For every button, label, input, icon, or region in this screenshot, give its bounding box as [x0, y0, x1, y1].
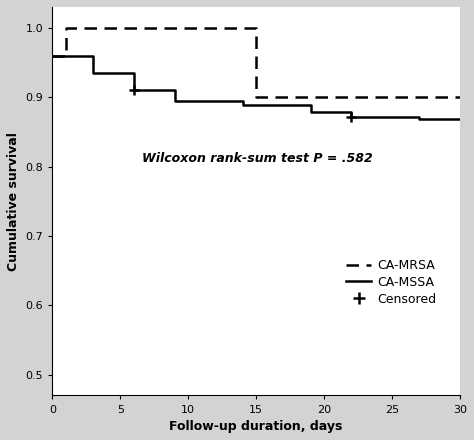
X-axis label: Follow-up duration, days: Follow-up duration, days [170, 420, 343, 433]
Text: Wilcoxon rank-sum test P = .582: Wilcoxon rank-sum test P = .582 [142, 152, 373, 165]
Legend: CA-MRSA, CA-MSSA, Censored: CA-MRSA, CA-MSSA, Censored [341, 254, 442, 311]
Y-axis label: Cumulative survival: Cumulative survival [7, 132, 20, 271]
